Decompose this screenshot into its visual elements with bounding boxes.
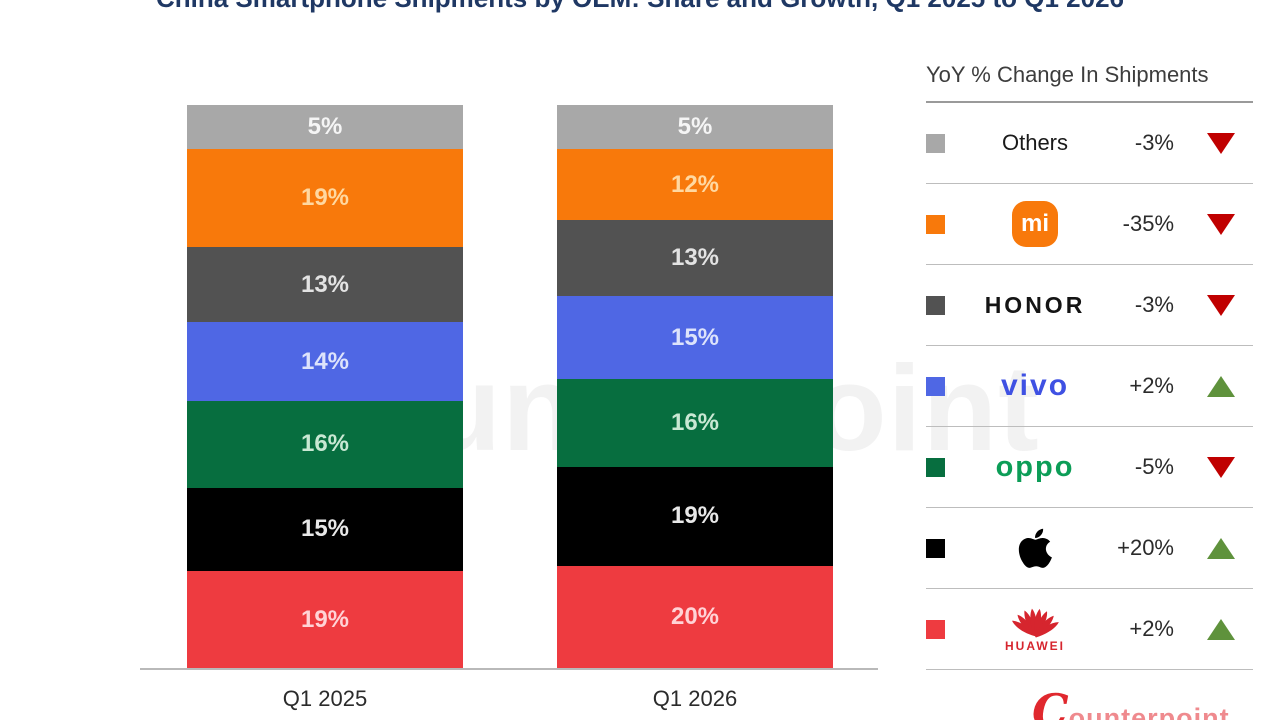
bar-segment-value: 19% (300, 183, 350, 211)
legend-row-xiaomi: mi -35% (926, 184, 1253, 265)
vivo-wordmark: vivo (1000, 369, 1070, 402)
legend-row-huawei: HUAWEI +2% (926, 589, 1253, 670)
bar-segment-value: 16% (300, 430, 350, 458)
xiaomi-mi-logo-icon: mi (1012, 201, 1058, 247)
bar-segment-value: 15% (300, 515, 350, 543)
bar-segment-value: 12% (670, 170, 720, 198)
legend-swatch-vivo (926, 376, 945, 396)
huawei-logo: HUAWEI (960, 605, 1110, 653)
bar-segment-value: 19% (300, 605, 350, 633)
legend-swatch-huawei (926, 619, 945, 639)
huawei-logo-icon: HUAWEI (1005, 605, 1065, 653)
bar-segment-q1-2026-xiaomi: 12% (557, 148, 833, 221)
honor-logo: HONOR (960, 292, 1110, 319)
bar-segment-q1-2026-apple: 19% (557, 466, 833, 566)
bar-segment-q1-2026-others: 5% (557, 105, 833, 149)
vivo-logo: vivo (960, 369, 1110, 403)
yoy-change-honor: -3% (1134, 292, 1174, 317)
oppo-wordmark: oppo (995, 450, 1075, 483)
yoy-change-apple: +20% (1117, 535, 1174, 560)
legend-row-others: Others -3% (926, 103, 1253, 184)
bar-segment-q1-2026-oppo: 16% (557, 379, 833, 467)
trend-down-triangle-icon (1206, 294, 1235, 316)
legend-row-apple: +20% (926, 508, 1253, 589)
bar-segment-q1-2025-apple: 15% (187, 487, 463, 571)
legend-row-oppo: oppo -5% (926, 427, 1253, 508)
x-axis-label-q1-2026: Q1 2026 (652, 686, 738, 711)
bar-segment-q1-2026-vivo: 15% (557, 295, 833, 380)
legend-row-honor: HONOR -3% (926, 265, 1253, 346)
bar-segment-q1-2025-honor: 13% (187, 247, 463, 323)
legend-swatch-apple (926, 538, 945, 558)
trend-down-triangle-icon (1206, 132, 1235, 154)
legend-header: YoY % Change In Shipments (926, 62, 1253, 103)
huawei-wordmark: HUAWEI (1005, 639, 1065, 653)
legend-label-others: Others (1001, 130, 1069, 155)
xiaomi-logo: mi (960, 201, 1110, 247)
trend-down-triangle-icon (1206, 456, 1235, 478)
trend-up-triangle-icon (1206, 537, 1235, 559)
bar-segment-q1-2025-others: 5% (187, 105, 463, 149)
bar-segment-value: 13% (670, 244, 720, 272)
oppo-logo: oppo (960, 451, 1110, 484)
trend-cell-others (1188, 132, 1253, 154)
trend-cell-vivo (1188, 375, 1253, 397)
bar-segment-q1-2025-huawei: 19% (187, 570, 463, 670)
bar-segment-q1-2026-honor: 13% (557, 220, 833, 296)
stacked-bar-q1-2026: 5% 12% 13% 15% 16% 19% 20% (557, 105, 833, 669)
yoy-change-vivo: +2% (1129, 373, 1174, 398)
legend-rows: Others -3% mi -35% HONOR -3% vivo +2% oppo -5% +20… (926, 103, 1253, 670)
page-title: China Smartphone Shipments by OEM: Share… (0, 0, 1280, 14)
bar-segment-value: 20% (670, 603, 720, 631)
bar-segment-q1-2026-huawei: 20% (557, 565, 833, 669)
stacked-bar-q1-2025: 5% 19% 13% 14% 16% 15% 19% (187, 105, 463, 670)
bar-segment-value: 19% (670, 502, 720, 530)
bar-segment-value: 5% (677, 112, 713, 140)
bar-segment-value: 15% (670, 323, 720, 351)
trend-cell-apple (1188, 537, 1253, 559)
x-axis-line (140, 668, 878, 670)
bar-segment-value: 5% (307, 112, 343, 140)
legend-swatch-xiaomi (926, 214, 945, 234)
others-logo: Others (960, 130, 1110, 156)
yoy-change-xiaomi: -35% (1122, 211, 1174, 236)
x-axis-label-q1-2025: Q1 2025 (282, 686, 368, 711)
trend-up-triangle-icon (1206, 618, 1235, 640)
plot-area: 5% 19% 13% 14% 16% 15% 19% 5% 12% 13% 15% 16% 19% 20… (140, 105, 878, 711)
bar-segment-q1-2025-vivo: 14% (187, 322, 463, 401)
bar-segment-value: 16% (670, 408, 720, 436)
bar-segment-q1-2025-oppo: 16% (187, 400, 463, 488)
legend-panel: YoY % Change In Shipments Others -3% mi -35… (926, 62, 1253, 670)
trend-cell-honor (1188, 294, 1253, 316)
apple-logo (960, 526, 1110, 570)
bar-segment-value: 14% (300, 347, 350, 375)
bar-segment-q1-2025-xiaomi: 19% (187, 148, 463, 248)
honor-wordmark: HONOR (984, 291, 1086, 318)
trend-up-triangle-icon (1206, 375, 1235, 397)
counterpoint-logo-initial: C (1032, 684, 1069, 720)
yoy-change-oppo: -5% (1134, 454, 1174, 479)
yoy-change-huawei: +2% (1129, 616, 1174, 641)
apple-logo-icon (1018, 528, 1052, 568)
huawei-petals-icon (1012, 608, 1059, 638)
legend-swatch-honor (926, 295, 945, 315)
trend-down-triangle-icon (1206, 213, 1235, 235)
trend-cell-huawei (1188, 618, 1253, 640)
trend-cell-xiaomi (1188, 213, 1253, 235)
legend-swatch-oppo (926, 457, 945, 477)
legend-row-vivo: vivo +2% (926, 346, 1253, 427)
yoy-change-others: -3% (1134, 130, 1174, 155)
legend-swatch-others (926, 133, 945, 153)
trend-cell-oppo (1188, 456, 1253, 478)
bar-segment-value: 13% (300, 270, 350, 298)
counterpoint-logo-text: ounterpoint (1068, 703, 1230, 720)
